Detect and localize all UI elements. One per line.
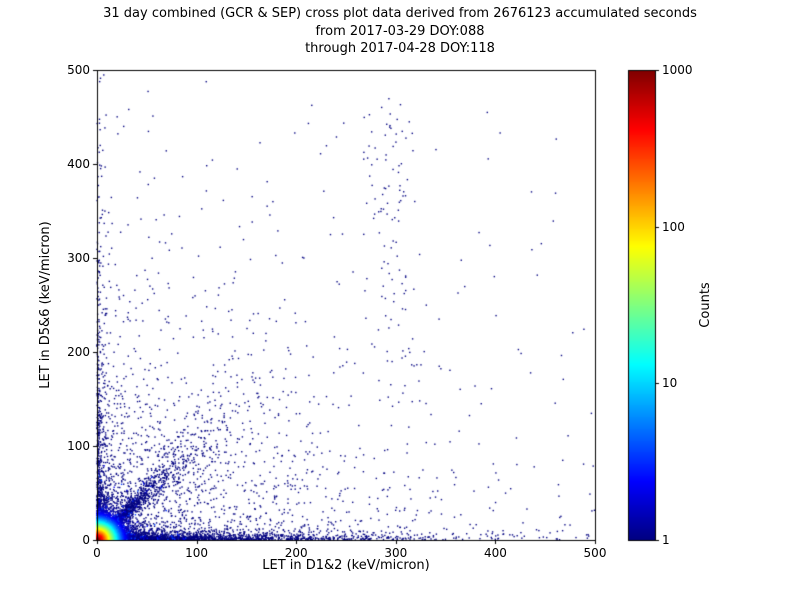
chart-title-line-3: through 2017-04-28 DOY:118: [305, 41, 495, 56]
colorbar-tick-label: 1: [662, 533, 670, 547]
x-tick-label: 400: [483, 546, 507, 560]
colorbar-tick-label: 10: [662, 376, 678, 391]
x-tick-label: 100: [185, 546, 209, 560]
y-tick-label: 500: [67, 63, 90, 77]
x-tick-label: 300: [384, 546, 408, 560]
y-tick-label: 200: [67, 345, 90, 359]
chart-title-line-1: 31 day combined (GCR & SEP) cross plot d…: [103, 6, 697, 21]
x-axis-label: LET in D1&2 (keV/micron): [262, 558, 430, 573]
chart-title-line-2: from 2017-03-29 DOY:088: [315, 24, 485, 39]
y-axis-label: LET in D5&6 (keV/micron): [38, 221, 53, 389]
x-tick-label: 500: [583, 546, 607, 560]
x-tick-label: 200: [284, 546, 308, 560]
y-tick-label: 300: [67, 251, 90, 265]
y-tick-label: 100: [67, 439, 90, 453]
x-tick-label: 0: [93, 546, 101, 560]
y-tick-label: 0: [82, 533, 90, 547]
colorbar-label: Counts: [698, 282, 713, 328]
y-tick-label: 400: [67, 157, 90, 171]
colorbar-tick-label: 1000: [662, 63, 693, 77]
colorbar-tick-label: 100: [662, 219, 685, 234]
